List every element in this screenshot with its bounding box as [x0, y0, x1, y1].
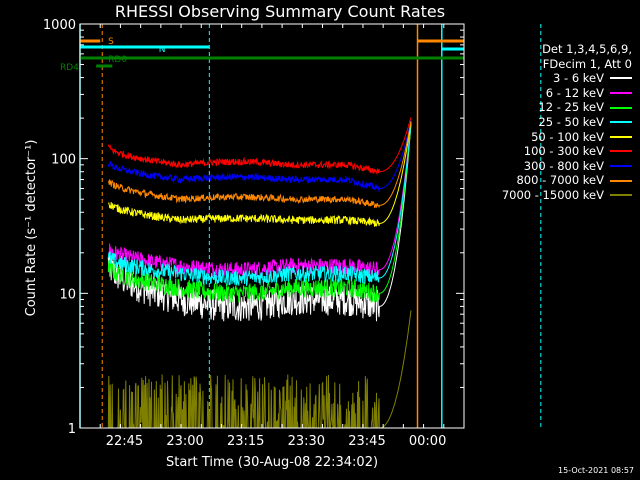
x-tick-label-4: 23:45 [348, 434, 385, 449]
legend-label: 7000 - 15000 keV [501, 187, 604, 202]
annotation-label-3: RD4 [60, 63, 79, 73]
annotation-label-0: S [108, 37, 114, 47]
legend-label: 3 - 6 keV [553, 71, 604, 86]
x-tick-label-2: 23:15 [227, 434, 264, 449]
timestamp: 15-Oct-2021 08:57 [558, 466, 634, 475]
legend-label: 6 - 12 keV [545, 85, 604, 100]
legend-entry-8: 7000 - 15000 keV [462, 188, 632, 203]
legend-swatch [610, 150, 632, 153]
legend-swatch [610, 77, 632, 80]
annotation-label-2: RD0 [108, 55, 127, 65]
series-line-1 [107, 123, 412, 279]
y-tick-label-3: 1000 [43, 18, 76, 33]
legend-swatch [610, 106, 632, 109]
legend-label: 50 - 100 keV [531, 129, 604, 144]
legend-label: 300 - 800 keV [523, 158, 604, 173]
legend-header-line-1: Det 1,3,4,5,6,9, [542, 42, 632, 56]
series-line-3 [107, 123, 412, 286]
legend-swatch [610, 92, 632, 95]
legend-swatch [610, 194, 632, 197]
series-line-2 [107, 123, 412, 303]
y-axis-label: Count Rate (s⁻¹ detector⁻¹) [24, 140, 39, 317]
series-line-6 [107, 120, 412, 192]
y-tick-label-0: 1 [68, 422, 76, 437]
legend-entry-2: 12 - 25 keV [462, 100, 632, 115]
legend-label: 12 - 25 keV [538, 100, 604, 115]
legend-label: 800 - 7000 keV [516, 173, 604, 188]
legend-header-line-2: FDecim 1, Att 0 [542, 56, 632, 71]
legend-entry-5: 100 - 300 keV [462, 144, 632, 159]
flag-bars [80, 39, 464, 68]
x-tick-label-5: 00:00 [409, 434, 446, 449]
x-tick-label-3: 23:30 [288, 434, 325, 449]
series-line-4 [107, 121, 412, 227]
y-tick-label-1: 10 [59, 287, 76, 302]
series-line-7 [107, 120, 412, 209]
legend-entry-4: 50 - 100 keV [462, 130, 632, 145]
x-tick-label-1: 23:00 [166, 434, 203, 449]
axes-group [79, 23, 465, 429]
legend-entry-6: 300 - 800 keV [462, 159, 632, 174]
tick-labels: 1 10 100 1000 22:45 23:00 23:15 23:30 23:45 00:00 [43, 18, 446, 449]
x-axis-label: Start Time (30-Aug-08 22:34:02) [165, 455, 379, 470]
legend-entry-0: 3 - 6 keV [462, 71, 632, 86]
chart-title: RHESSI Observing Summary Count Rates [114, 2, 446, 21]
plot-frame [79, 23, 465, 429]
x-tick-label-0: 22:45 [106, 434, 143, 449]
legend-entry-7: 800 - 7000 keV [462, 173, 632, 188]
legend-entry-3: 25 - 50 keV [462, 115, 632, 130]
legend-label: 25 - 50 keV [538, 114, 604, 129]
legend-swatch [610, 135, 632, 138]
y-tick-label-2: 100 [51, 153, 76, 168]
legend: Det 1,3,4,5,6,9, FDecim 1, Att 0 3 - 6 k… [462, 42, 632, 203]
annotation-label-1: N [159, 45, 166, 55]
legend-swatch [610, 165, 632, 168]
bar-annotations: S N RD0 RD4 [60, 37, 165, 73]
series-line-5 [107, 116, 412, 175]
legend-label: 100 - 300 keV [523, 144, 604, 159]
legend-entry-1: 6 - 12 keV [462, 86, 632, 101]
legend-swatch [610, 121, 632, 124]
legend-swatch [610, 179, 632, 182]
